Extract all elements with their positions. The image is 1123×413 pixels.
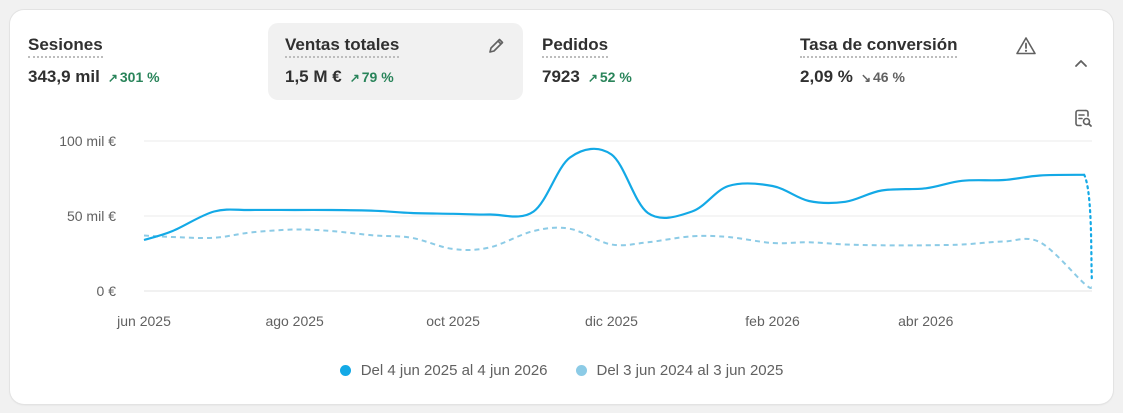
chevron-up-icon[interactable] [1070, 52, 1092, 74]
legend-item-previous[interactable]: Del 3 jun 2024 al 3 jun 2025 [575, 362, 784, 379]
y-tick-label: 0 € [97, 283, 117, 299]
metric-conversion-rate[interactable]: Tasa de conversión 2,09 % ↘ 46 % [783, 23, 1053, 100]
x-tick-label: ago 2025 [265, 313, 324, 329]
series-current-incomplete-line [1083, 173, 1094, 284]
metric-sessions[interactable]: Sesiones 343,9 mil ↗ 301 % [11, 23, 266, 100]
metric-total-sales[interactable]: Ventas totales 1,5 M € ↗ 79 % [268, 23, 523, 100]
warning-icon[interactable] [1015, 35, 1037, 57]
series-previous-line [143, 226, 1093, 289]
legend-dot [575, 365, 587, 376]
legend-label: Del 4 jun 2025 al 4 jun 2026 [360, 362, 548, 379]
metric-change: ↗ 301 % [107, 69, 160, 85]
metric-label: Ventas totales [285, 35, 400, 58]
arrow-up-right-icon: ↗ [587, 71, 598, 85]
series-current-line [143, 147, 1085, 242]
sales-line-chart: 100 mil € 50 mil € 0 € jun 2025 ago 2025 oct … [59, 133, 1094, 329]
pencil-icon[interactable] [485, 35, 507, 57]
x-tick-label: dic 2025 [585, 313, 638, 329]
metric-label: Tasa de conversión [800, 35, 958, 58]
x-tick-label: jun 2025 [116, 313, 171, 329]
arrow-down-right-icon: ↘ [860, 71, 871, 85]
sales-overview-card: Sesiones 343,9 mil ↗ 301 % Ventas totales… [10, 10, 1113, 404]
x-tick-label: oct 2025 [426, 313, 480, 329]
x-tick-label: feb 2026 [745, 313, 800, 329]
metric-change: ↗ 79 % [349, 69, 394, 85]
chart-legend: Del 4 jun 2025 al 4 jun 2026 Del 3 jun 2… [10, 362, 1113, 379]
legend-label: Del 3 jun 2024 al 3 jun 2025 [596, 362, 784, 379]
metric-label: Pedidos [542, 35, 609, 58]
metric-value: 7923 [542, 67, 580, 86]
arrow-up-right-icon: ↗ [107, 71, 118, 85]
chart-search-icon[interactable] [1072, 107, 1094, 129]
arrow-up-right-icon: ↗ [349, 71, 360, 85]
metric-orders[interactable]: Pedidos 7923 ↗ 52 % [525, 23, 780, 100]
metric-value: 1,5 M € [285, 67, 342, 86]
legend-item-current[interactable]: Del 4 jun 2025 al 4 jun 2026 [339, 362, 548, 379]
y-tick-label: 50 mil € [67, 208, 116, 224]
metric-change: ↗ 52 % [587, 69, 632, 85]
legend-dot [339, 365, 351, 376]
metric-value: 343,9 mil [28, 67, 100, 86]
y-tick-label: 100 mil € [59, 133, 116, 149]
metric-change: ↘ 46 % [860, 69, 905, 85]
x-tick-label: abr 2026 [898, 313, 953, 329]
metric-value: 2,09 % [800, 67, 853, 86]
metric-label: Sesiones [28, 35, 103, 58]
